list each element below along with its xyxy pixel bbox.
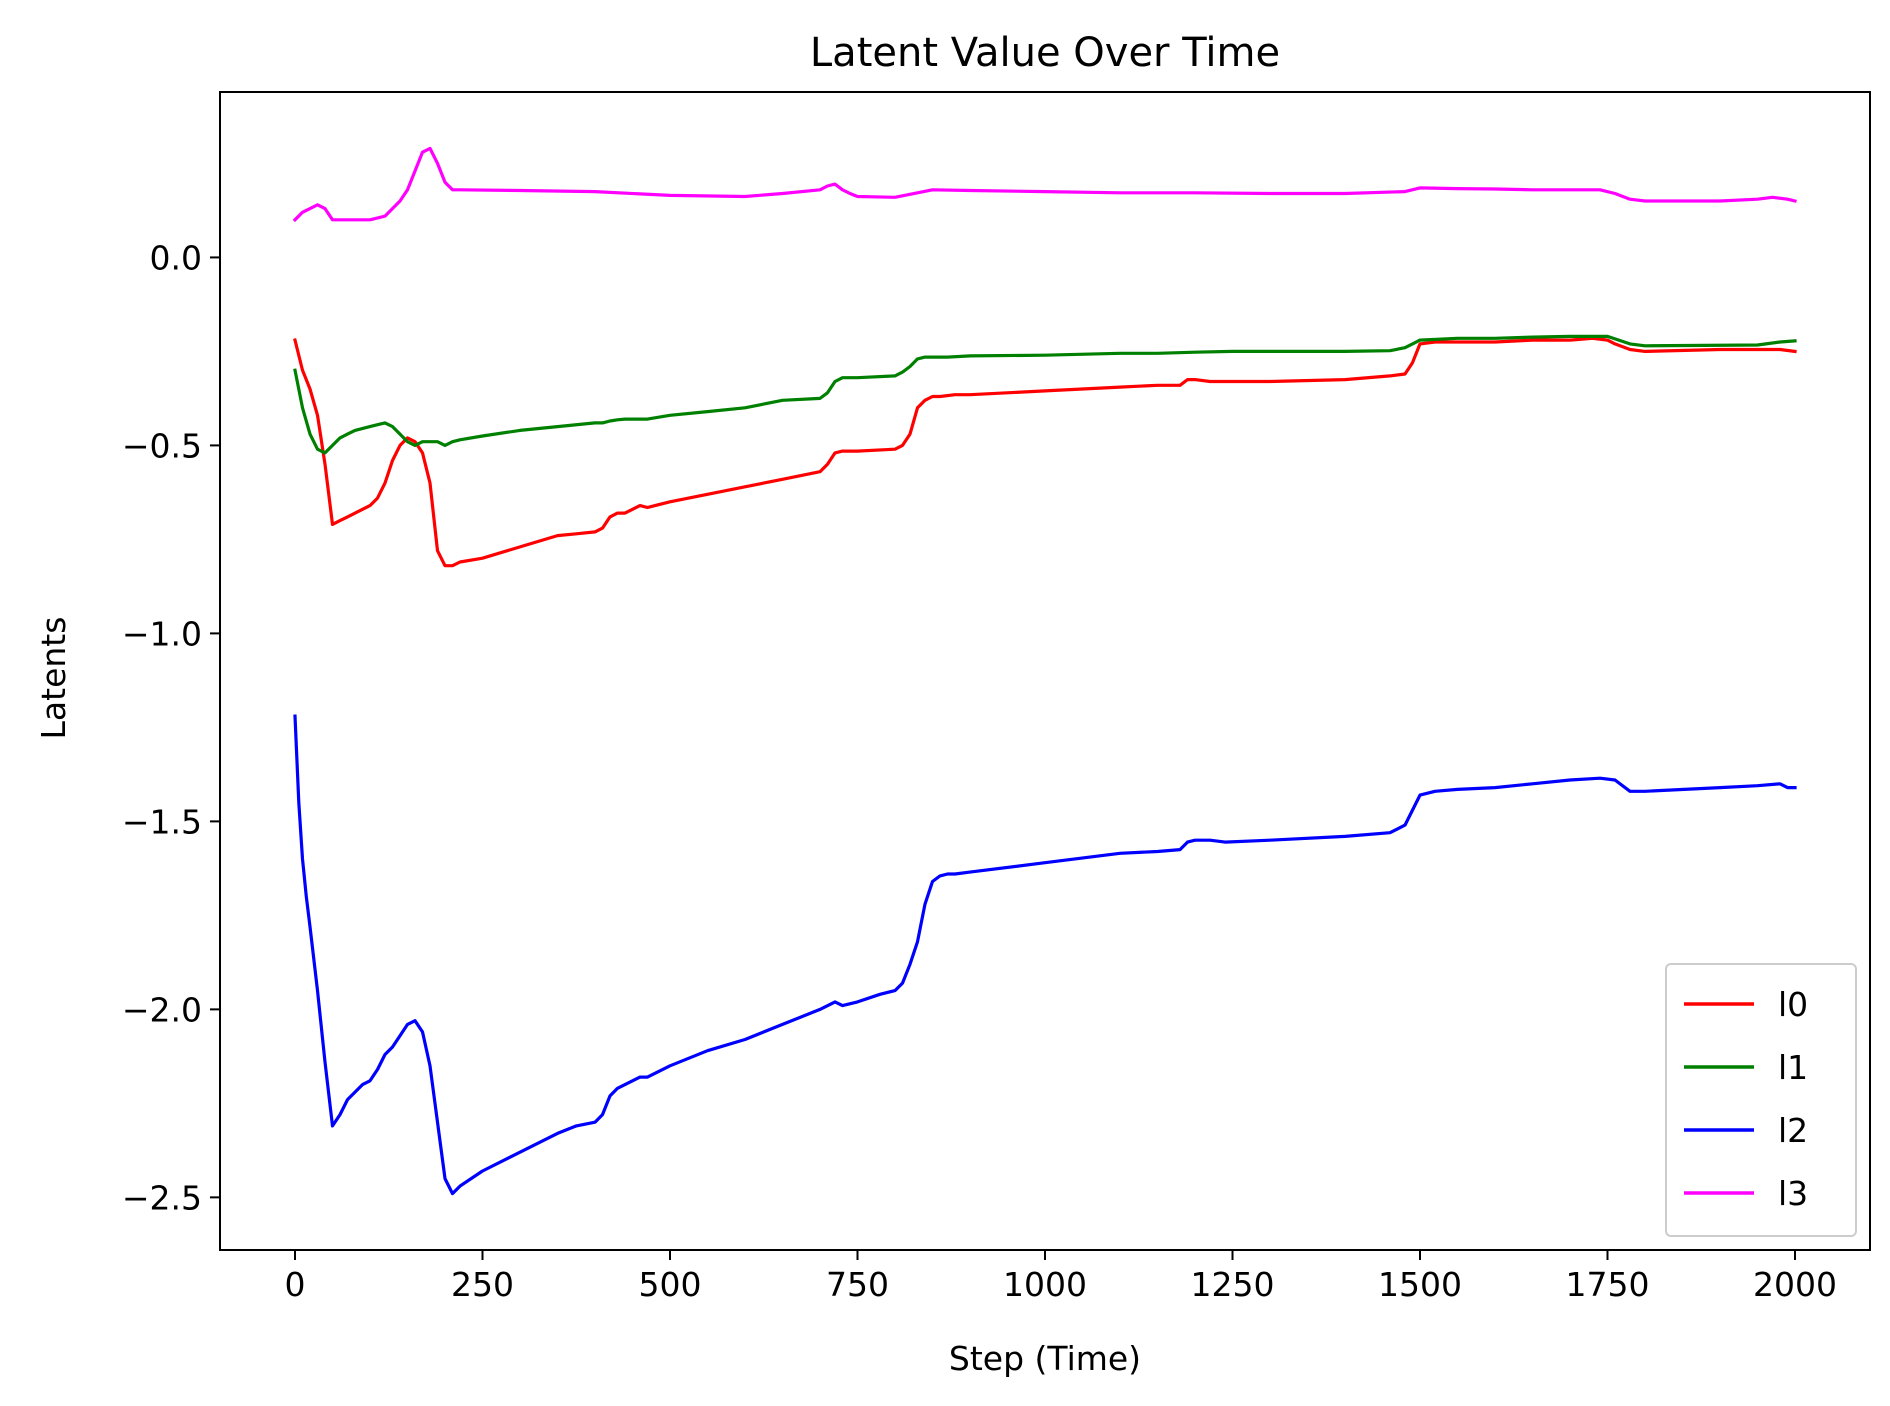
x-tick-label: 250: [451, 1265, 514, 1304]
legend-label-l3: l3: [1778, 1174, 1808, 1213]
y-tick-label: −1.0: [122, 614, 202, 653]
plot-area: 0 250 500 750 1000 1250 1500 1750 2000 0.0 −0.5 −1.…: [122, 91, 1871, 1304]
legend: l0 l1 l2 l3: [1665, 963, 1857, 1237]
x-axis-title: Step (Time): [949, 1339, 1141, 1378]
legend-box: [1665, 963, 1857, 1237]
x-tick-label: 0: [285, 1265, 306, 1304]
legend-label-l2: l2: [1778, 1111, 1808, 1150]
y-axis-title: Latents: [34, 617, 73, 740]
legend-label-l1: l1: [1778, 1048, 1808, 1087]
series-line-l2: [293, 714, 1797, 1196]
x-tick-label: 750: [826, 1265, 889, 1304]
series-line-l0: [293, 336, 1797, 568]
y-tick-label: −1.5: [122, 802, 202, 841]
x-tick-label: 1500: [1378, 1265, 1462, 1304]
series-line-l3: [292, 146, 1797, 223]
chart-title: Latent Value Over Time: [810, 30, 1280, 76]
x-tick-label: 1250: [1191, 1265, 1275, 1304]
series-line-l1: [293, 334, 1797, 455]
y-tick-label: −2.5: [122, 1178, 202, 1217]
x-tick-label: 2000: [1753, 1265, 1837, 1304]
x-tick-label: 1000: [1003, 1265, 1087, 1304]
y-tick-label: −0.5: [122, 426, 202, 465]
x-tick-label: 1750: [1566, 1265, 1650, 1304]
y-tick-label: −2.0: [122, 990, 202, 1029]
y-tick-label: 0.0: [150, 238, 202, 277]
legend-label-l0: l0: [1778, 985, 1808, 1024]
series-lines: [292, 146, 1797, 1196]
x-tick-label: 500: [639, 1265, 702, 1304]
